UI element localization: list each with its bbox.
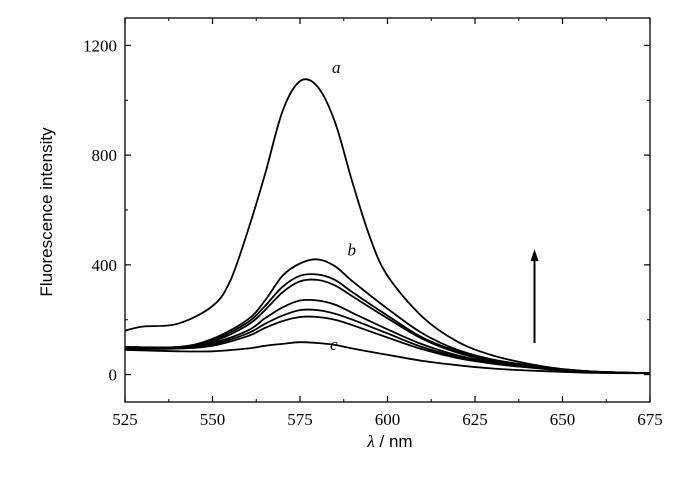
curve-label-b: b (348, 240, 357, 259)
series-line-3 (124, 273, 651, 375)
x-tick-label: 625 (462, 410, 488, 429)
arrow-head (530, 249, 539, 262)
x-axis-label-unit: / nm (380, 432, 413, 451)
curve-label-c: c (330, 335, 338, 354)
ticks-group: 525 550 575 600 625 650 675 0 400 800 1200 (83, 18, 663, 429)
y-tick-label: 400 (92, 256, 118, 275)
series-line-1 (124, 78, 651, 375)
y-tick-label: 0 (109, 366, 118, 385)
x-tick-label: 675 (637, 410, 663, 429)
x-tick-label: 600 (375, 410, 401, 429)
series-line-5 (124, 298, 651, 375)
x-tick-label: 525 (112, 410, 138, 429)
x-tick-label: 575 (287, 410, 313, 429)
series-group (124, 78, 651, 375)
y-tick-label: 1200 (83, 36, 117, 55)
curve-labels-group: a b c (330, 58, 356, 354)
x-tick-label: 650 (550, 410, 576, 429)
x-axis-label: λ / nm (366, 432, 412, 451)
curve-label-a: a (332, 58, 341, 77)
x-axis-label-symbol: λ (366, 432, 374, 451)
series-line-8 (124, 341, 651, 375)
series-line-7 (124, 315, 651, 375)
y-tick-label: 800 (92, 146, 118, 165)
x-tick-label: 550 (200, 410, 226, 429)
series-line-4 (124, 278, 651, 375)
annotation-group (530, 249, 539, 344)
y-axis-label: Fluorescence intensity (37, 127, 56, 297)
